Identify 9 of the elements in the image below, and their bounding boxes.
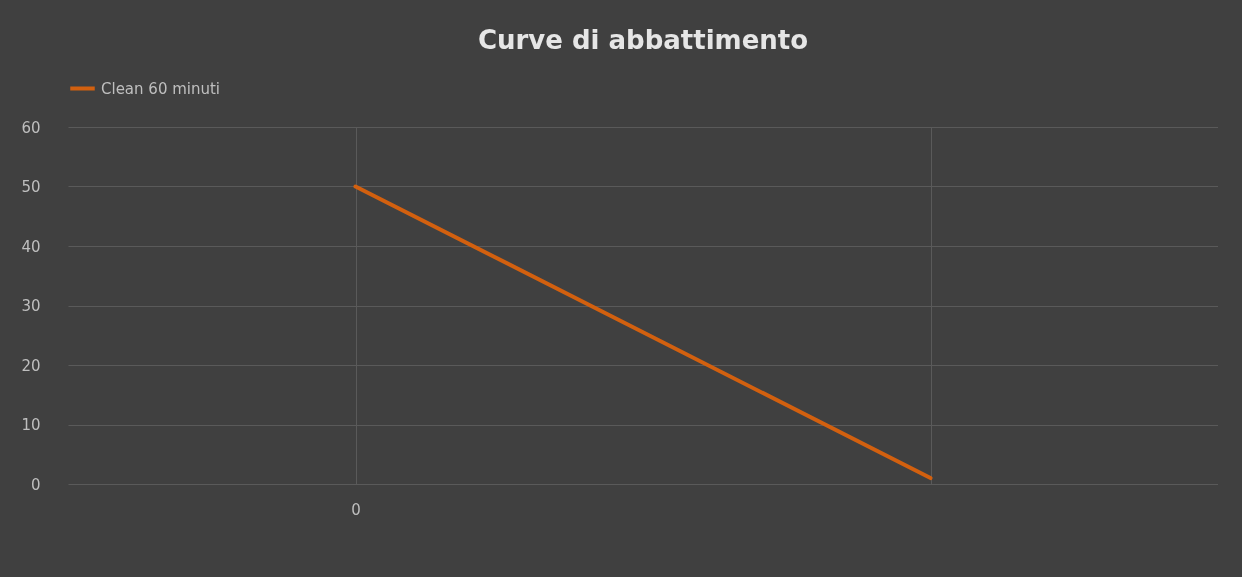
y-tick-label: 50 — [21, 178, 41, 196]
legend-label: Clean 60 minuti — [101, 79, 221, 98]
chart-title: Curve di abbattimento — [477, 25, 809, 55]
y-tick-label: 40 — [21, 237, 41, 256]
y-tick-label: 10 — [21, 416, 41, 434]
y-tick-label: 30 — [21, 297, 41, 315]
y-tick-label: 0 — [30, 475, 41, 494]
y-tick-label: 20 — [21, 356, 41, 375]
y-tick-label: 60 — [21, 118, 41, 137]
